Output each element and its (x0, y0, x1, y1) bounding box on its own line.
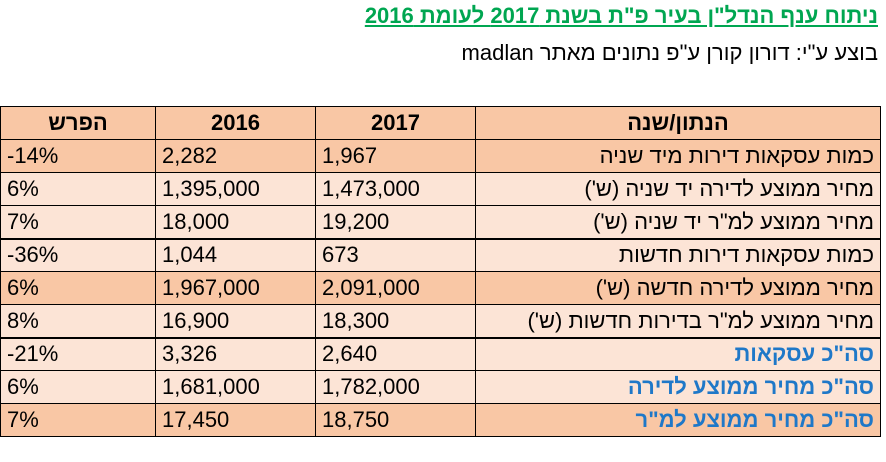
value-difference[interactable]: -14% (0, 139, 156, 173)
column-header-2017[interactable]: 2017 (315, 106, 476, 140)
row-label[interactable]: כמות עסקאות דירות חדשות (475, 237, 881, 272)
value-2017[interactable]: 1,782,000 (315, 370, 476, 404)
value-2017[interactable]: 2,640 (315, 336, 476, 371)
total-label[interactable]: סה"כ מחיר ממוצע לדירה (475, 370, 881, 404)
value-difference[interactable]: 6% (0, 172, 156, 206)
real-estate-table: הנתון/שנה 2017 2016 הפרש כמות עסקאות דיר… (0, 106, 881, 437)
column-header-2016[interactable]: 2016 (155, 106, 316, 140)
value-2016[interactable]: 3,326 (155, 336, 316, 371)
value-2016[interactable]: 18,000 (155, 205, 316, 239)
table-row: מחיר ממוצע למ"ר יד שניה (ש') 19,200 18,0… (0, 205, 881, 239)
row-label[interactable]: מחיר ממוצע למ"ר יד שניה (ש') (475, 205, 881, 239)
value-difference[interactable]: 6% (0, 271, 156, 305)
value-2016[interactable]: 1,395,000 (155, 172, 316, 206)
sheet-subtitle: בוצע ע"י: דורון קורן ע"פ נתונים מאתר mad… (461, 40, 878, 65)
value-2016[interactable]: 17,450 (155, 403, 316, 437)
value-difference[interactable]: 6% (0, 370, 156, 404)
value-2017[interactable]: 19,200 (315, 205, 476, 239)
value-difference[interactable]: 7% (0, 403, 156, 437)
total-row: סה"כ מחיר ממוצע למ"ר 18,750 17,450 7% (0, 403, 881, 437)
value-2017[interactable]: 1,473,000 (315, 172, 476, 206)
header-row: הנתון/שנה 2017 2016 הפרש (0, 106, 881, 140)
value-2016[interactable]: 1,967,000 (155, 271, 316, 305)
table-row: מחיר ממוצע לדירה חדשה (ש') 2,091,000 1,9… (0, 271, 881, 305)
row-label[interactable]: מחיר ממוצע לדירה חדשה (ש') (475, 271, 881, 305)
value-2017[interactable]: 18,750 (315, 403, 476, 437)
column-header-metric[interactable]: הנתון/שנה (475, 106, 881, 140)
total-label[interactable]: סה"כ עסקאות (475, 336, 881, 371)
value-2016[interactable]: 1,681,000 (155, 370, 316, 404)
row-label[interactable]: מחיר ממוצע לדירה יד שניה (ש') (475, 172, 881, 206)
value-2017[interactable]: 1,967 (315, 139, 476, 173)
value-difference[interactable]: 7% (0, 205, 156, 239)
total-row: סה"כ מחיר ממוצע לדירה 1,782,000 1,681,00… (0, 370, 881, 404)
value-2016[interactable]: 2,282 (155, 139, 316, 173)
row-label[interactable]: מחיר ממוצע למ"ר בדירות חדשות (ש') (475, 304, 881, 338)
row-label[interactable]: כמות עסקאות דירות מיד שניה (475, 139, 881, 173)
value-2016[interactable]: 16,900 (155, 304, 316, 338)
value-difference[interactable]: -36% (0, 237, 156, 272)
total-row: סה"כ עסקאות 2,640 3,326 -21% (0, 336, 881, 371)
value-2016[interactable]: 1,044 (155, 237, 316, 272)
table-row: כמות עסקאות דירות חדשות 673 1,044 -36% (0, 237, 881, 272)
value-2017[interactable]: 2,091,000 (315, 271, 476, 305)
table-row: מחיר ממוצע לדירה יד שניה (ש') 1,473,000 … (0, 172, 881, 206)
table-row: כמות עסקאות דירות מיד שניה 1,967 2,282 -… (0, 139, 881, 173)
value-difference[interactable]: -21% (0, 336, 156, 371)
value-2017[interactable]: 18,300 (315, 304, 476, 338)
value-difference[interactable]: 8% (0, 304, 156, 338)
column-header-difference[interactable]: הפרש (0, 106, 156, 140)
table-row: מחיר ממוצע למ"ר בדירות חדשות (ש') 18,300… (0, 304, 881, 338)
total-label[interactable]: סה"כ מחיר ממוצע למ"ר (475, 403, 881, 437)
sheet-title: ניתוח ענף הנדל"ן בעיר פ"ת בשנת 2017 לעומ… (364, 3, 878, 28)
value-2017[interactable]: 673 (315, 237, 476, 272)
